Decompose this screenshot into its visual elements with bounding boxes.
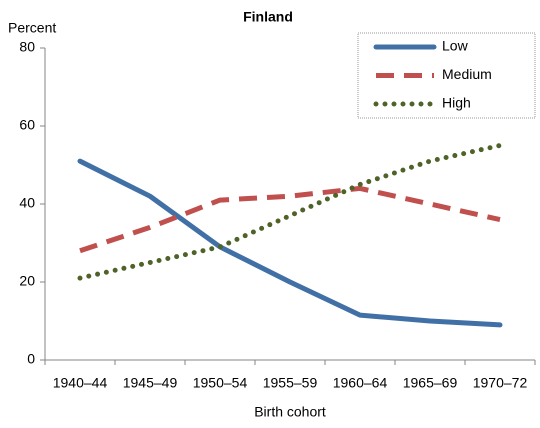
x-tick-label: 1960–64	[333, 375, 388, 391]
legend-label: Medium	[442, 66, 492, 82]
x-tick-label: 1970–72	[473, 375, 528, 391]
y-tick-label: 0	[27, 351, 35, 367]
y-tick-label: 40	[19, 195, 35, 211]
x-tick-label: 1940–44	[53, 375, 108, 391]
chart-title: Finland	[243, 9, 293, 25]
x-axis-label: Birth cohort	[254, 404, 326, 420]
data-line	[77, 158, 503, 328]
data-line	[77, 143, 503, 281]
y-tick-label: 80	[19, 39, 35, 55]
legend-label: Low	[442, 38, 469, 54]
x-tick-label: 1950–54	[193, 375, 248, 391]
y-tick-label: 60	[19, 117, 35, 133]
y-tick-label: 20	[19, 273, 35, 289]
y-axis-label: Percent	[8, 20, 56, 36]
data-line	[79, 185, 501, 254]
x-tick-label: 1955–59	[263, 375, 318, 391]
x-tick-label: 1965–69	[403, 375, 458, 391]
legend-label: High	[442, 95, 471, 111]
x-tick-label: 1945–49	[123, 375, 178, 391]
